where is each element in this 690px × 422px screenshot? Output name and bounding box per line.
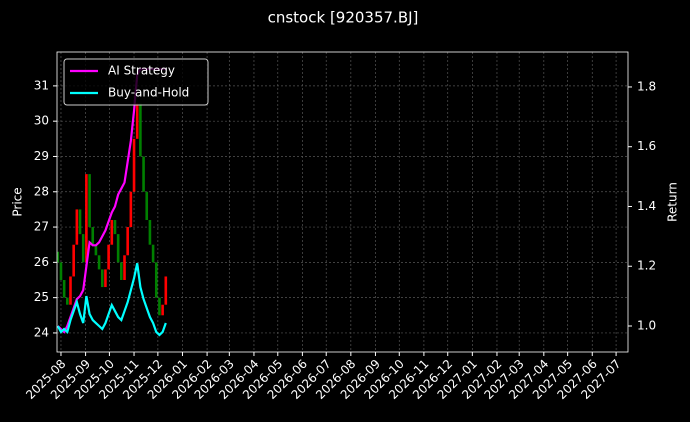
y2-tick-label: 1.6	[637, 139, 656, 153]
candle	[116, 234, 120, 263]
candle	[126, 227, 129, 256]
legend-label: AI Strategy	[108, 64, 175, 78]
candle	[164, 276, 168, 305]
candle	[62, 280, 66, 298]
candle	[94, 244, 98, 256]
series-line	[57, 263, 167, 337]
candle	[88, 174, 91, 228]
series-line	[57, 67, 166, 334]
candle	[85, 174, 88, 263]
candle	[107, 244, 110, 270]
candle	[145, 191, 149, 220]
candle	[135, 103, 139, 139]
y-tick-label: 27	[34, 220, 49, 234]
candle	[129, 191, 133, 228]
y-axis-label: Price	[11, 187, 25, 216]
candle	[154, 262, 158, 298]
candle	[57, 251, 60, 263]
candle	[97, 255, 101, 270]
y-tick-label: 30	[34, 114, 49, 128]
y2-tick-label: 1.8	[637, 79, 656, 93]
y-tick-label: 31	[34, 78, 49, 92]
candle	[123, 255, 126, 280]
plot-area	[57, 67, 168, 337]
candle	[75, 209, 79, 245]
candle	[113, 220, 117, 235]
candle	[110, 220, 114, 245]
candle	[132, 138, 136, 192]
y2-tick-label: 1.0	[637, 319, 656, 333]
chart-title: cnstock [920357.BJ]	[268, 9, 419, 27]
y2-tick-label: 1.4	[637, 199, 656, 213]
candle	[81, 234, 85, 263]
y-tick-label: 25	[34, 290, 49, 304]
candle	[104, 269, 107, 288]
candle	[148, 220, 152, 245]
y2-tick-label: 1.2	[637, 259, 656, 273]
y2-axis-label: Return	[666, 182, 680, 222]
y-tick-label: 26	[34, 255, 49, 269]
plot-frame	[56, 51, 629, 353]
candle	[161, 304, 164, 316]
candle	[158, 297, 161, 316]
candle	[100, 269, 104, 288]
candle	[142, 156, 145, 192]
y-tick-label: 24	[34, 325, 49, 339]
candle	[78, 209, 82, 235]
candle	[59, 262, 63, 280]
candle	[69, 276, 72, 305]
candle	[66, 297, 69, 305]
legend-label: Buy-and-Hold	[108, 86, 189, 100]
legend-box	[63, 58, 209, 106]
candle	[72, 244, 75, 277]
y-tick-label: 28	[34, 184, 49, 198]
candle	[151, 244, 155, 263]
candle	[91, 227, 95, 245]
candle	[139, 103, 142, 157]
candle	[120, 262, 123, 280]
y-tick-label: 29	[34, 149, 49, 163]
